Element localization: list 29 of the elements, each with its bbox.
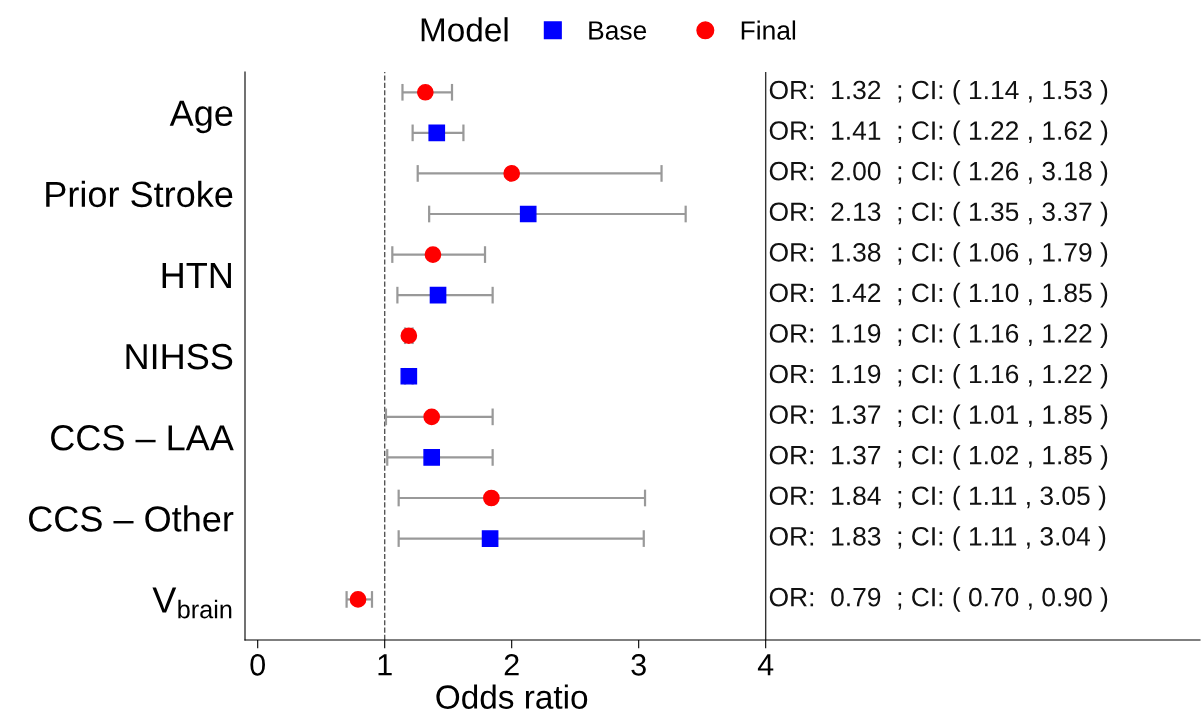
x-axis-title: Odds ratio [436,684,588,709]
annotation: OR: 0.79 ; CI: ( 0.70 , 0.90 ) [769,587,1108,612]
legend-label: Final [741,20,796,40]
x-tick-label: 2 [504,654,519,676]
y-tick-label: CCS – Other [29,505,234,532]
y-tick-label: V$_{brain}$ [152,587,232,619]
x-tick-label: 4 [757,654,774,676]
annotation: OR: 1.19 ; CI: ( 1.16 , 1.22 ) [769,323,1108,348]
annotation: OR: 1.32 ; CI: ( 1.14 , 1.53 ) [769,79,1108,105]
annotation: OR: 1.83 ; CI: ( 1.11 , 3.04 ) [769,526,1106,551]
x-tick-label: 1 [378,654,392,676]
annotation: OR: 1.37 ; CI: ( 1.01 , 1.85 ) [769,404,1108,430]
legend-title: Model [421,17,508,42]
annotation: OR: 1.38 ; CI: ( 1.06 , 1.79 ) [769,242,1108,267]
y-tick-label: CCS – LAA [51,425,234,451]
x-tick-label: 3 [631,654,646,676]
annotation: OR: 2.13 ; CI: ( 1.35 , 3.37 ) [769,201,1108,227]
annotation: OR: 2.00 ; CI: ( 1.26 , 3.18 ) [769,161,1108,186]
annotation: OR: 1.37 ; CI: ( 1.02 , 1.85 ) [769,445,1108,470]
legend-label: Base [589,21,647,40]
x-tick-label: 0 [250,654,265,676]
y-tick-label: NIHSS [126,343,233,370]
annotation: OR: 1.84 ; CI: ( 1.11 , 3.05 ) [769,485,1106,511]
y-tick-label: HTN [162,263,231,288]
y-tick-label: Age [169,100,233,134]
y-tick-label: Prior Stroke [46,180,233,208]
annotation: OR: 1.42 ; CI: ( 1.10 , 1.85 ) [769,282,1108,308]
annotation: OR: 1.19 ; CI: ( 1.16 , 1.22 ) [769,363,1108,389]
annotation: OR: 1.41 ; CI: ( 1.22 , 1.62 ) [769,120,1108,146]
